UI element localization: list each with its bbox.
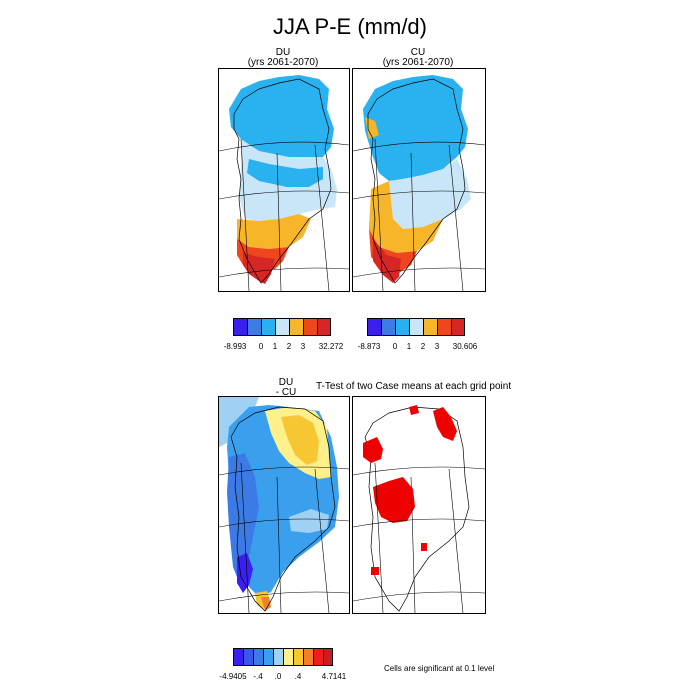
cu-colorbar-label: 0 (392, 342, 398, 351)
du-colorbar-label: 32.272 (318, 342, 344, 351)
ttest-signif-ne2 (409, 405, 419, 415)
diff-colorbar-label: 4.7141 (321, 672, 347, 681)
diff-colorbar-swatch (253, 648, 263, 666)
diff-colorbar-swatch (233, 648, 243, 666)
du-colorbar-label: 3 (300, 342, 306, 351)
du-colorbar-label: 1 (272, 342, 278, 351)
cu-region-orange (369, 181, 443, 253)
diff-colorbar-swatch (243, 648, 253, 666)
du-colorbar-swatch (317, 318, 331, 336)
du-colorbar-label: 2 (286, 342, 292, 351)
du-title-line2: (yrs 2061-2070) (247, 57, 319, 68)
diff-colorbar-swatch (283, 648, 293, 666)
du-colorbar-swatch (247, 318, 261, 336)
du-colorbar (233, 318, 331, 336)
significance-note: Cells are significant at 0.1 level (384, 664, 495, 673)
cu-colorbar-swatch (381, 318, 395, 336)
du-colorbar-swatch (261, 318, 275, 336)
cu-region-darkred (373, 239, 401, 283)
diff-title-line2: - CU (275, 387, 297, 398)
du-coastline (233, 78, 332, 284)
du-colorbar-swatch (233, 318, 247, 336)
du-panel-title: DU (yrs 2061-2070) (218, 48, 348, 68)
diff-colorbar-label: .0 (274, 672, 282, 681)
du-colorbar-label: -8.993 (223, 342, 247, 351)
cu-colorbar (367, 318, 465, 336)
diff-region-orange (281, 415, 319, 465)
cu-graticule (353, 138, 485, 291)
cu-sea-area (353, 69, 383, 109)
diff-colorbar-swatch (313, 648, 323, 666)
du-region-mid-blue (247, 159, 323, 187)
cu-colorbar-swatch (367, 318, 381, 336)
cu-region-orange-nw (365, 117, 379, 139)
diff-colorbar (233, 648, 333, 666)
cu-colorbar-swatch (437, 318, 451, 336)
diff-graticule (219, 462, 349, 613)
cu-colorbar-swatch (409, 318, 423, 336)
diff-coastline (230, 406, 336, 612)
diff-colorbar-labels: -4.9405 -.4 .0 .4 4.7141 (218, 672, 348, 684)
diff-title-line1: DU (278, 377, 294, 388)
ttest-signif-south (371, 567, 379, 575)
diff-region-deepblue (237, 553, 253, 593)
cu-title-line1: CU (410, 47, 426, 58)
du-map (219, 69, 349, 291)
cu-panel-title: CU (yrs 2061-2070) (352, 48, 484, 68)
diff-colorbar-label: .4 (294, 672, 302, 681)
diff-colorbar-swatch (263, 648, 273, 666)
cu-colorbar-label: -8.873 (357, 342, 381, 351)
cu-title-line2: (yrs 2061-2070) (382, 57, 454, 68)
du-colorbar-label: 0 (258, 342, 264, 351)
diff-map (219, 397, 349, 613)
diff-region-lightblue-mid (289, 509, 329, 533)
cu-map (353, 69, 485, 291)
du-colorbar-swatch (303, 318, 317, 336)
ttest-signif-mid (421, 543, 427, 551)
du-title-line1: DU (275, 47, 291, 58)
ttest-signif-ne (433, 407, 457, 441)
du-region-orange (237, 214, 311, 249)
diff-colorbar-label: -4.9405 (219, 672, 247, 681)
diff-colorbar-swatch (303, 648, 313, 666)
du-graticule (219, 138, 349, 291)
cu-colorbar-swatch (395, 318, 409, 336)
cu-region-central (389, 159, 471, 229)
ttest-coastline (364, 406, 470, 612)
du-colorbar-swatch (289, 318, 303, 336)
diff-colorbar-swatch (273, 648, 283, 666)
du-colorbar-swatch (275, 318, 289, 336)
cu-colorbar-labels: -8.873 0 1 2 3 30.606 (352, 342, 484, 354)
cu-colorbar-swatch (451, 318, 465, 336)
diff-map-panel (218, 396, 350, 614)
cu-colorbar-label: 30.606 (452, 342, 478, 351)
diff-panel-title: DU - CU (268, 378, 304, 398)
cu-colorbar-label: 2 (420, 342, 426, 351)
ttest-map (353, 405, 485, 613)
ttest-signif-central (373, 477, 415, 523)
ttest-signif-nw (363, 437, 383, 463)
du-region-north (229, 75, 334, 159)
diff-colorbar-swatch (293, 648, 303, 666)
du-map-panel (218, 68, 350, 292)
ttest-graticule (353, 462, 485, 613)
ttest-panel-title: T-Test of two Case means at each grid po… (316, 381, 512, 392)
figure-title: JJA P-E (mm/d) (272, 14, 427, 39)
cu-region-north (363, 75, 468, 181)
du-colorbar-labels: -8.993 0 1 2 3 32.272 (218, 342, 348, 354)
cu-colorbar-label: 3 (434, 342, 440, 351)
diff-colorbar-swatch (323, 648, 333, 666)
ttest-map-panel (352, 396, 486, 614)
diff-region-south-red (261, 597, 271, 611)
diff-colorbar-label: -.4 (253, 672, 263, 681)
cu-colorbar-swatch (423, 318, 437, 336)
du-sea-area (219, 69, 249, 109)
cu-map-panel (352, 68, 486, 292)
cu-colorbar-label: 1 (406, 342, 412, 351)
cu-coastline (367, 78, 466, 284)
